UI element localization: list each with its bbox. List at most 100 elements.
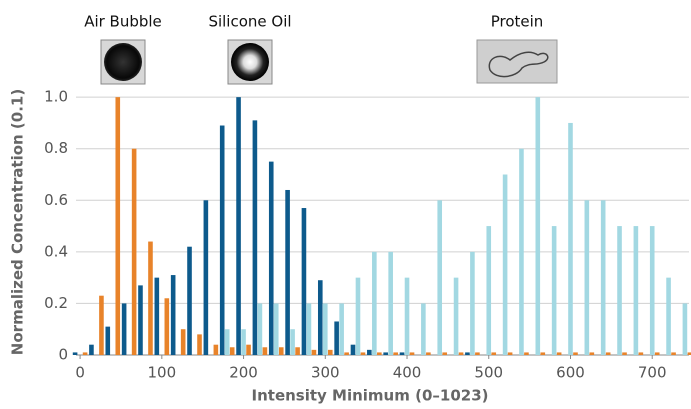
bar xyxy=(312,350,317,355)
bar xyxy=(155,278,160,355)
bar xyxy=(115,97,120,355)
x-tick-label: 700 xyxy=(638,364,667,382)
bar xyxy=(601,200,606,355)
bar xyxy=(388,252,393,355)
bar xyxy=(503,175,508,355)
bar xyxy=(405,278,410,355)
bar xyxy=(552,226,557,355)
bar xyxy=(535,97,540,355)
bar xyxy=(650,226,655,355)
bar xyxy=(236,97,241,355)
bar xyxy=(606,352,611,355)
bar xyxy=(171,275,176,355)
y-tick-label: 0.2 xyxy=(44,294,68,312)
bar xyxy=(253,120,258,355)
bar xyxy=(132,149,137,355)
bar xyxy=(279,347,284,355)
bar xyxy=(383,352,388,355)
bar xyxy=(89,345,94,355)
bar xyxy=(465,352,470,355)
bar xyxy=(323,303,328,355)
y-axis-label: Normalized Concentration (0.1) xyxy=(9,89,27,355)
bar xyxy=(617,226,622,355)
bar xyxy=(73,352,78,355)
bar xyxy=(258,303,263,355)
bar xyxy=(639,352,644,355)
bar xyxy=(519,149,524,355)
bar xyxy=(274,303,279,355)
y-tick-label: 1.0 xyxy=(44,88,68,106)
x-tick-label: 100 xyxy=(147,364,176,382)
legend-label: Protein xyxy=(491,13,544,31)
y-tick-label: 0.8 xyxy=(44,139,68,157)
bar xyxy=(105,327,110,355)
bar xyxy=(246,345,251,355)
bar xyxy=(590,352,595,355)
bar xyxy=(557,352,562,355)
bar xyxy=(181,329,186,355)
bar xyxy=(334,321,339,355)
y-tick-label: 0 xyxy=(58,346,68,364)
bar xyxy=(269,162,274,355)
bar xyxy=(187,247,192,355)
bar xyxy=(377,352,382,355)
bar xyxy=(318,280,323,355)
bar xyxy=(666,278,671,355)
bar xyxy=(622,352,627,355)
bar xyxy=(426,352,431,355)
bar xyxy=(491,352,496,355)
bar xyxy=(634,226,639,355)
bar xyxy=(400,352,405,355)
bar xyxy=(683,303,688,355)
bar xyxy=(220,126,225,355)
bar xyxy=(486,226,491,355)
thumb-oil xyxy=(228,40,272,84)
bar xyxy=(225,329,230,355)
chart: Intensity Minimum (0–1023) Normalized Co… xyxy=(0,0,691,409)
bar xyxy=(655,352,660,355)
thumb-protein xyxy=(477,40,557,83)
bar xyxy=(263,347,268,355)
bar xyxy=(568,123,573,355)
x-axis-label: Intensity Minimum (0–1023) xyxy=(252,387,489,405)
bar xyxy=(470,252,475,355)
bar xyxy=(165,298,170,355)
bar xyxy=(290,329,295,355)
bar xyxy=(148,242,153,355)
x-tick-label: 400 xyxy=(393,364,422,382)
bar xyxy=(540,352,545,355)
bar xyxy=(524,352,529,355)
bar xyxy=(454,278,459,355)
thumb-air xyxy=(101,40,145,84)
x-tick-label: 500 xyxy=(474,364,503,382)
bar xyxy=(241,329,246,355)
bar xyxy=(197,334,202,355)
bar xyxy=(410,352,415,355)
x-tick-label: 300 xyxy=(311,364,340,382)
bar xyxy=(475,352,480,355)
x-tick-label: 200 xyxy=(229,364,258,382)
bar xyxy=(328,350,333,355)
bar xyxy=(138,285,143,355)
bar xyxy=(437,200,442,355)
bar xyxy=(214,345,219,355)
bar xyxy=(442,352,447,355)
bar xyxy=(307,303,312,355)
bar xyxy=(508,352,513,355)
legend-label: Air Bubble xyxy=(84,13,162,31)
bar xyxy=(367,350,372,355)
bar xyxy=(393,352,398,355)
bar xyxy=(99,296,104,355)
bar xyxy=(459,352,464,355)
bar xyxy=(339,303,344,355)
bar xyxy=(344,352,349,355)
bar xyxy=(295,347,300,355)
x-tick-label: 0 xyxy=(75,364,85,382)
bar xyxy=(204,200,209,355)
bar xyxy=(361,352,366,355)
bar xyxy=(122,303,127,355)
bar xyxy=(83,352,88,355)
bar xyxy=(230,347,235,355)
bar xyxy=(356,278,361,355)
bar xyxy=(573,352,578,355)
